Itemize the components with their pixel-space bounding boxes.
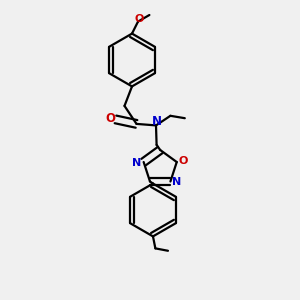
Text: O: O <box>135 14 144 24</box>
Text: O: O <box>105 112 115 125</box>
Text: O: O <box>179 155 188 166</box>
Text: N: N <box>172 177 182 187</box>
Text: N: N <box>132 158 142 168</box>
Text: N: N <box>152 115 162 128</box>
